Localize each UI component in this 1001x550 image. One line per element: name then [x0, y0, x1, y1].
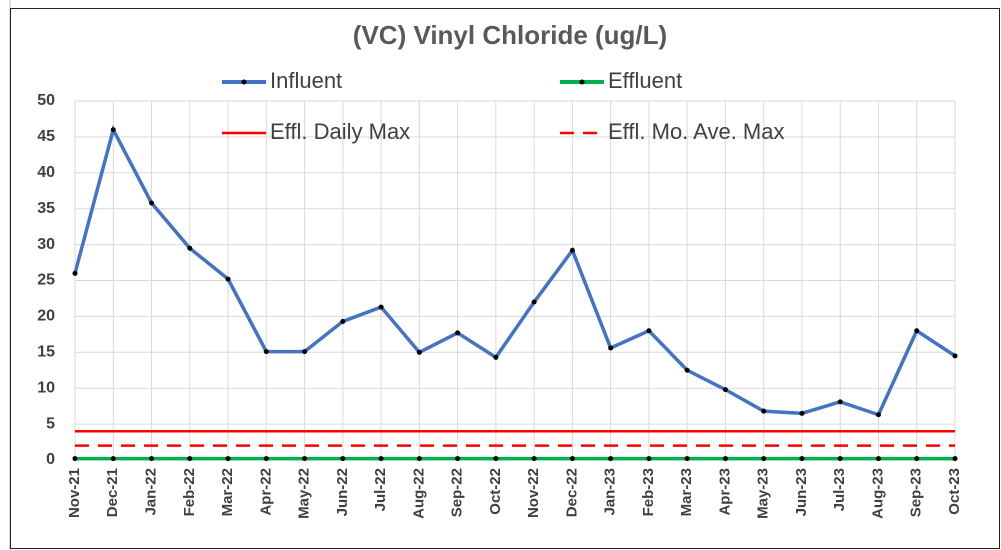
point-marker [72, 270, 78, 276]
point-marker [302, 349, 308, 355]
point-marker [761, 456, 767, 462]
y-tick-label: 45 [37, 128, 55, 145]
point-marker [875, 412, 881, 418]
point-marker [110, 127, 116, 133]
chart-border [10, 8, 1000, 549]
point-marker [761, 408, 767, 414]
x-tick-label: Jun-22 [334, 468, 351, 516]
x-tick-label: Aug-23 [869, 468, 886, 519]
point-marker [455, 330, 461, 336]
x-tick-label: Jan-22 [142, 468, 159, 516]
x-tick-label: Feb-22 [181, 468, 198, 516]
y-tick-label: 30 [37, 236, 55, 253]
y-tick-label: 5 [46, 415, 55, 432]
y-tick-label: 0 [46, 451, 55, 468]
x-tick-label: Oct-22 [487, 468, 504, 515]
y-tick-label: 10 [37, 379, 55, 396]
x-tick-label: Sep-23 [908, 468, 925, 517]
point-marker [875, 456, 881, 462]
chart-title: (VC) Vinyl Chloride (ug/L) [353, 20, 667, 50]
point-marker [722, 456, 728, 462]
legend-marker [579, 79, 585, 85]
point-marker [608, 345, 614, 351]
legend-label: Influent [270, 68, 342, 93]
point-marker [149, 200, 155, 206]
x-tick-label: Sep-22 [449, 468, 466, 517]
x-tick-label: Mar-23 [678, 468, 695, 516]
x-tick-label: Nov-22 [525, 468, 542, 518]
y-tick-label: 50 [37, 92, 55, 109]
point-marker [493, 354, 499, 360]
x-tick-label: Apr-22 [257, 468, 274, 516]
y-tick-label: 15 [37, 344, 55, 361]
point-marker [378, 304, 384, 310]
point-marker [608, 456, 614, 462]
legend-label: Effl. Daily Max [270, 119, 410, 144]
point-marker [72, 456, 78, 462]
x-tick-label: May-22 [296, 468, 313, 519]
point-marker [952, 353, 958, 359]
point-marker [837, 456, 843, 462]
point-marker [110, 456, 116, 462]
point-marker [263, 349, 269, 355]
point-marker [799, 456, 805, 462]
point-marker [340, 318, 346, 324]
legend-marker [241, 79, 247, 85]
y-tick-label: 20 [37, 308, 55, 325]
point-marker [569, 456, 575, 462]
x-tick-label: Jul-22 [372, 468, 389, 511]
point-marker [799, 410, 805, 416]
point-marker [952, 456, 958, 462]
series-line [73, 124, 956, 417]
point-marker [914, 456, 920, 462]
x-tick-label: Jul-23 [831, 468, 848, 511]
x-tick-label: Mar-22 [219, 468, 236, 516]
x-tick-label: Nov-21 [66, 468, 83, 518]
point-marker [531, 299, 537, 305]
point-marker [225, 456, 231, 462]
point-marker [684, 456, 690, 462]
point-marker [914, 328, 920, 334]
point-marker [263, 456, 269, 462]
x-tick-label: Jan-23 [602, 468, 619, 516]
point-marker [149, 456, 155, 462]
y-tick-label: 40 [37, 164, 55, 181]
x-tick-label: Dec-21 [104, 468, 121, 517]
point-marker [225, 276, 231, 282]
x-tick-label: Jun-23 [793, 468, 810, 516]
x-tick-label: Dec-22 [563, 468, 580, 517]
point-marker [340, 456, 346, 462]
x-tick-label: Apr-23 [716, 468, 733, 516]
point-marker [493, 456, 499, 462]
x-tick-label: Oct-23 [946, 468, 963, 515]
x-tick-label: Feb-23 [640, 468, 657, 516]
point-marker [837, 399, 843, 405]
point-marker [531, 456, 537, 462]
point-marker [684, 367, 690, 373]
point-marker [187, 456, 193, 462]
point-marker [416, 349, 422, 355]
y-tick-label: 25 [37, 272, 55, 289]
point-marker [569, 247, 575, 253]
legend-label: Effl. Mo. Ave. Max [608, 119, 784, 144]
legend-label: Effluent [608, 68, 682, 93]
point-marker [646, 456, 652, 462]
x-tick-label: May-23 [755, 468, 772, 519]
y-tick-label: 35 [37, 200, 55, 217]
point-marker [187, 245, 193, 251]
point-marker [455, 456, 461, 462]
point-marker [378, 456, 384, 462]
x-tick-label: Aug-22 [410, 468, 427, 519]
point-marker [302, 456, 308, 462]
point-marker [416, 456, 422, 462]
point-marker [646, 328, 652, 334]
point-marker [722, 387, 728, 393]
